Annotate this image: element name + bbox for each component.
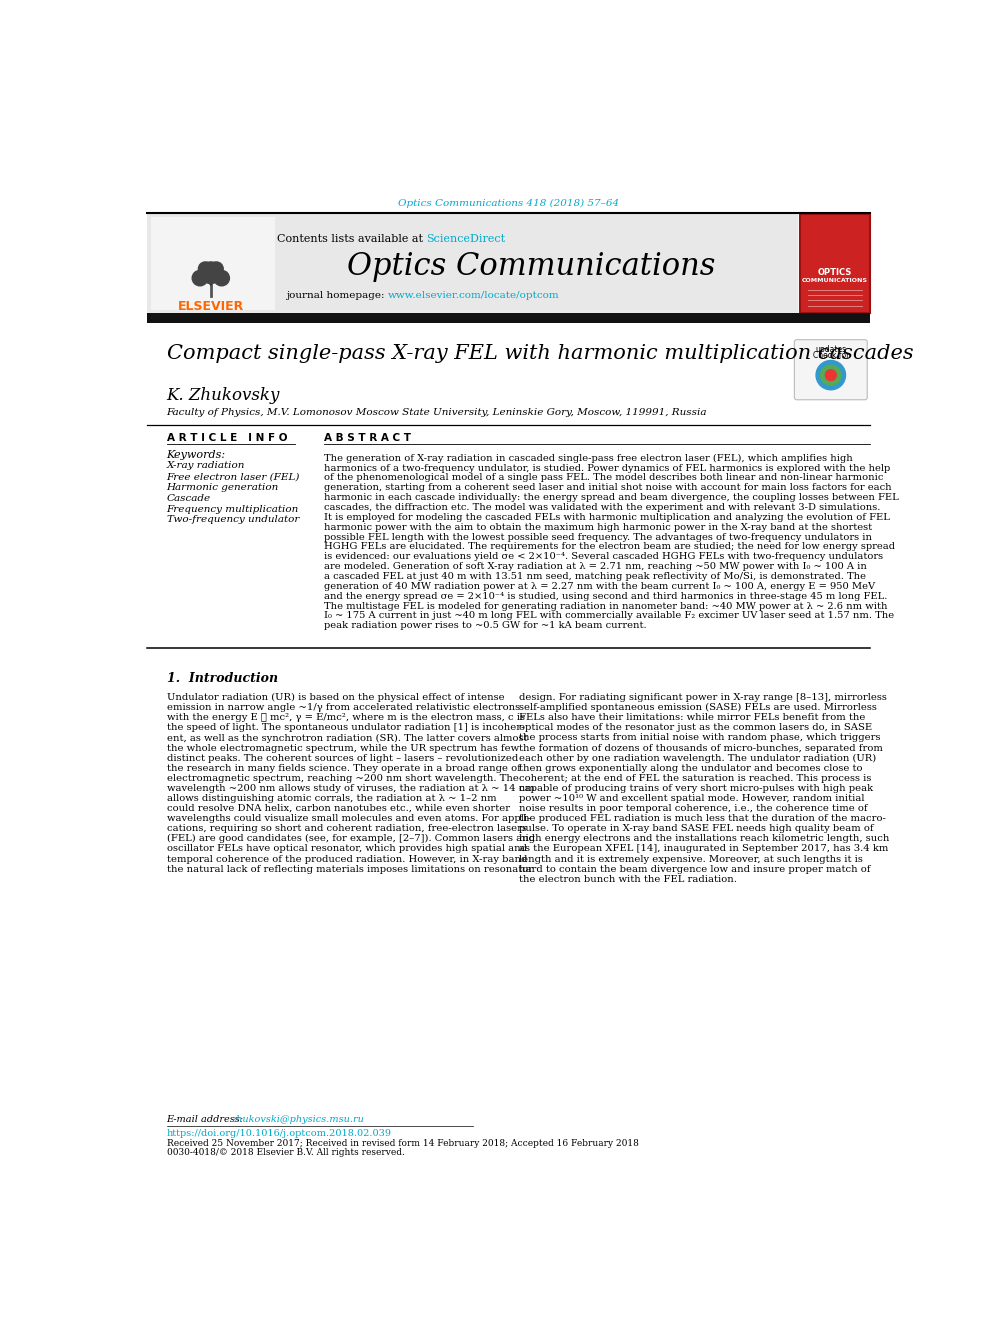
Text: Faculty of Physics, M.V. Lomonosov Moscow State University, Leninskie Gory, Mosc: Faculty of Physics, M.V. Lomonosov Mosco…: [167, 409, 707, 417]
Circle shape: [820, 365, 841, 385]
Text: and the energy spread σe = 2×10⁻⁴ is studied, using second and third harmonics i: and the energy spread σe = 2×10⁻⁴ is stu…: [324, 591, 887, 601]
Text: Contents lists available at: Contents lists available at: [277, 234, 427, 243]
Text: wavelength ~200 nm allows study of viruses, the radiation at λ ~ 14 nm: wavelength ~200 nm allows study of virus…: [167, 785, 535, 792]
Bar: [151, 217, 275, 310]
Text: each other by one radiation wavelength. The undulator radiation (UR): each other by one radiation wavelength. …: [519, 754, 877, 763]
Text: The generation of X-ray radiation in cascaded single-pass free electron laser (F: The generation of X-ray radiation in cas…: [324, 454, 853, 463]
Text: Keywords:: Keywords:: [167, 450, 226, 460]
Text: OPTICS: OPTICS: [817, 269, 852, 278]
Text: harmonic power with the aim to obtain the maximum high harmonic power in the X-r: harmonic power with the aim to obtain th…: [324, 523, 872, 532]
Text: self-amplified spontaneous emission (SASE) FELs are used. Mirrorless: self-amplified spontaneous emission (SAS…: [519, 704, 877, 712]
Text: distinct peaks. The coherent sources of light – lasers – revolutionized: distinct peaks. The coherent sources of …: [167, 754, 518, 762]
Circle shape: [192, 270, 207, 286]
Text: A B S T R A C T: A B S T R A C T: [324, 433, 411, 443]
Text: 1.  Introduction: 1. Introduction: [167, 672, 278, 685]
Text: then grows exponentially along the undulator and becomes close to: then grows exponentially along the undul…: [519, 763, 863, 773]
Text: capable of producing trains of very short micro-pulses with high peak: capable of producing trains of very shor…: [519, 785, 873, 792]
Text: A R T I C L E   I N F O: A R T I C L E I N F O: [167, 433, 287, 443]
Text: harmonic in each cascade individually: the energy spread and beam divergence, th: harmonic in each cascade individually: t…: [324, 493, 899, 503]
Text: Harmonic generation: Harmonic generation: [167, 483, 279, 492]
Circle shape: [816, 360, 845, 390]
Circle shape: [198, 262, 212, 275]
Text: peak radiation power rises to ~0.5 GW for ~1 kA beam current.: peak radiation power rises to ~0.5 GW fo…: [324, 622, 647, 630]
Text: design. For radiating significant power in X-ray range [8–13], mirrorless: design. For radiating significant power …: [519, 693, 887, 703]
Text: ScienceDirect: ScienceDirect: [427, 234, 505, 243]
Text: ELSEVIER: ELSEVIER: [178, 300, 244, 314]
Text: (FEL) are good candidates (see, for example, [2–7]). Common lasers and: (FEL) are good candidates (see, for exam…: [167, 835, 535, 844]
Text: FELs also have their limitations: while mirror FELs benefit from the: FELs also have their limitations: while …: [519, 713, 866, 722]
Text: as the European XFEL [14], inaugurated in September 2017, has 3.4 km: as the European XFEL [14], inaugurated i…: [519, 844, 889, 853]
Text: Check for: Check for: [812, 352, 849, 360]
Text: the formation of dozens of thousands of micro-bunches, separated from: the formation of dozens of thousands of …: [519, 744, 883, 753]
Text: hard to contain the beam divergence low and insure proper match of: hard to contain the beam divergence low …: [519, 865, 871, 873]
Text: the research in many fields science. They operate in a broad range of: the research in many fields science. The…: [167, 763, 521, 773]
Text: Frequency multiplication: Frequency multiplication: [167, 504, 299, 513]
Text: are modeled. Generation of soft X-ray radiation at λ = 2.71 nm, reaching ~50 MW : are modeled. Generation of soft X-ray ra…: [324, 562, 867, 572]
Text: 0030-4018/© 2018 Elsevier B.V. All rights reserved.: 0030-4018/© 2018 Elsevier B.V. All right…: [167, 1148, 405, 1158]
Text: emission in narrow angle ~1/γ from accelerated relativistic electrons: emission in narrow angle ~1/γ from accel…: [167, 704, 520, 712]
Text: possible FEL length with the lowest possible seed frequency. The advantages of t: possible FEL length with the lowest poss…: [324, 533, 872, 541]
Text: high energy electrons and the installations reach kilometric length, such: high energy electrons and the installati…: [519, 835, 890, 843]
Text: https://doi.org/10.1016/j.optcom.2018.02.039: https://doi.org/10.1016/j.optcom.2018.02…: [167, 1129, 392, 1138]
FancyBboxPatch shape: [795, 340, 867, 400]
Circle shape: [209, 262, 223, 275]
Text: the process starts from initial noise with random phase, which triggers: the process starts from initial noise wi…: [519, 733, 881, 742]
Bar: [147, 312, 870, 323]
Text: the whole electromagnetic spectrum, while the UR spectrum has few: the whole electromagnetic spectrum, whil…: [167, 744, 519, 753]
Text: is evidenced: our evaluations yield σe < 2×10⁻⁴. Several cascaded HGHG FELs with: is evidenced: our evaluations yield σe <…: [324, 552, 883, 561]
Circle shape: [214, 270, 229, 286]
Text: updates: updates: [815, 345, 846, 355]
Text: Compact single-pass X-ray FEL with harmonic multiplication cascades: Compact single-pass X-ray FEL with harmo…: [167, 344, 914, 363]
Text: power ~10¹⁰ W and excellent spatial mode. However, random initial: power ~10¹⁰ W and excellent spatial mode…: [519, 794, 865, 803]
Text: electromagnetic spectrum, reaching ~200 nm short wavelength. The: electromagnetic spectrum, reaching ~200 …: [167, 774, 519, 783]
Text: length and it is extremely expensive. Moreover, at such lengths it is: length and it is extremely expensive. Mo…: [519, 855, 863, 864]
Text: could resolve DNA helix, carbon nanotubes etc., while even shorter: could resolve DNA helix, carbon nanotube…: [167, 804, 510, 814]
Text: zhukovski@physics.msu.ru: zhukovski@physics.msu.ru: [231, 1115, 364, 1125]
Text: Optics Communications 418 (2018) 57–64: Optics Communications 418 (2018) 57–64: [398, 198, 619, 208]
Text: coherent; at the end of FEL the saturation is reached. This process is: coherent; at the end of FEL the saturati…: [519, 774, 872, 783]
Text: cascades, the diffraction etc. The model was validated with the experiment and w: cascades, the diffraction etc. The model…: [324, 503, 880, 512]
Text: Optics Communications: Optics Communications: [346, 251, 715, 282]
Text: X-ray radiation: X-ray radiation: [167, 462, 245, 471]
Text: generation, starting from a coherent seed laser and initial shot noise with acco: generation, starting from a coherent see…: [324, 483, 892, 492]
Text: Cascade: Cascade: [167, 493, 210, 503]
Text: allows distinguishing atomic corrals, the radiation at λ ~ 1–2 nm: allows distinguishing atomic corrals, th…: [167, 794, 496, 803]
Text: ent, as well as the synchrotron radiation (SR). The latter covers almost: ent, as well as the synchrotron radiatio…: [167, 733, 527, 742]
Text: COMMUNICATIONS: COMMUNICATIONS: [802, 278, 868, 283]
Text: oscillator FELs have optical resonator, which provides high spatial and: oscillator FELs have optical resonator, …: [167, 844, 527, 853]
Text: It is employed for modeling the cascaded FELs with harmonic multiplication and a: It is employed for modeling the cascaded…: [324, 513, 890, 521]
Bar: [147, 214, 799, 312]
Text: noise results in poor temporal coherence, i.e., the coherence time of: noise results in poor temporal coherence…: [519, 804, 868, 814]
Text: wavelengths could visualize small molecules and even atoms. For appli-: wavelengths could visualize small molecu…: [167, 814, 530, 823]
Text: K. Zhukovsky: K. Zhukovsky: [167, 386, 280, 404]
Circle shape: [200, 262, 221, 283]
Text: Undulator radiation (UR) is based on the physical effect of intense: Undulator radiation (UR) is based on the…: [167, 693, 504, 703]
Text: pulse. To operate in X-ray band SASE FEL needs high quality beam of: pulse. To operate in X-ray band SASE FEL…: [519, 824, 874, 833]
Text: The multistage FEL is modeled for generating radiation in nanometer band: ~40 MW: The multistage FEL is modeled for genera…: [324, 602, 888, 610]
Text: a cascaded FEL at just 40 m with 13.51 nm seed, matching peak reflectivity of Mo: a cascaded FEL at just 40 m with 13.51 n…: [324, 572, 866, 581]
Text: optical modes of the resonator just as the common lasers do, in SASE: optical modes of the resonator just as t…: [519, 724, 872, 733]
Text: the natural lack of reflecting materials imposes limitations on resonator: the natural lack of reflecting materials…: [167, 865, 533, 873]
Text: Received 25 November 2017; Received in revised form 14 February 2018; Accepted 1: Received 25 November 2017; Received in r…: [167, 1139, 639, 1148]
Text: the produced FEL radiation is much less that the duration of the macro-: the produced FEL radiation is much less …: [519, 814, 886, 823]
Text: Two-frequency undulator: Two-frequency undulator: [167, 516, 299, 524]
Text: temporal coherence of the produced radiation. However, in X-ray band: temporal coherence of the produced radia…: [167, 855, 527, 864]
Text: harmonics of a two-frequency undulator, is studied. Power dynamics of FEL harmon: harmonics of a two-frequency undulator, …: [324, 463, 890, 472]
Text: Free electron laser (FEL): Free electron laser (FEL): [167, 472, 300, 482]
Text: of the phenomenological model of a single pass FEL. The model describes both lin: of the phenomenological model of a singl…: [324, 474, 883, 483]
Text: generation of 40 MW radiation power at λ = 2.27 nm with the beam current I₀ ~ 10: generation of 40 MW radiation power at λ…: [324, 582, 875, 591]
Text: I₀ ~ 175 A current in just ~40 m long FEL with commercially available F₂ excimer: I₀ ~ 175 A current in just ~40 m long FE…: [324, 611, 894, 620]
Text: journal homepage:: journal homepage:: [286, 291, 388, 300]
Bar: [800, 214, 870, 312]
Text: the speed of light. The spontaneous undulator radiation [1] is incoher-: the speed of light. The spontaneous undu…: [167, 724, 524, 733]
Text: cations, requiring so short and coherent radiation, free-electron lasers: cations, requiring so short and coherent…: [167, 824, 527, 833]
Text: with the energy E ≫ mc², γ = E/mc², where m is the electron mass, c is: with the energy E ≫ mc², γ = E/mc², wher…: [167, 713, 525, 722]
Text: the electron bunch with the FEL radiation.: the electron bunch with the FEL radiatio…: [519, 875, 737, 884]
Text: www.elsevier.com/locate/optcom: www.elsevier.com/locate/optcom: [388, 291, 559, 300]
Text: E-mail address:: E-mail address:: [167, 1115, 247, 1125]
Circle shape: [825, 369, 836, 381]
Text: HGHG FELs are elucidated. The requirements for the electron beam are studied; th: HGHG FELs are elucidated. The requiremen…: [324, 542, 895, 552]
